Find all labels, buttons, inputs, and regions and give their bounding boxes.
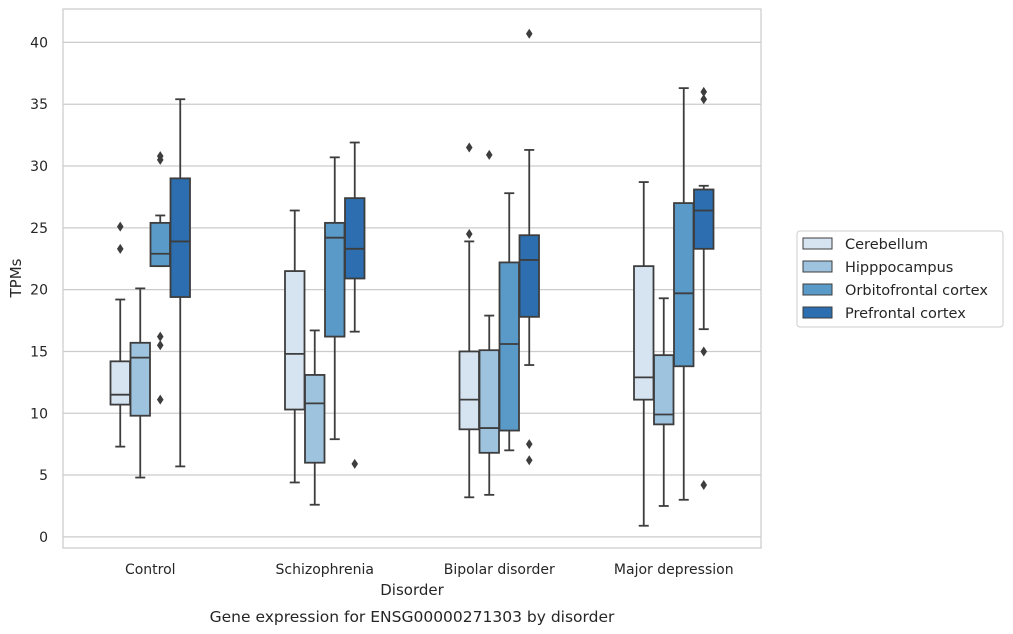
box-iqr	[324, 221, 346, 338]
box-group	[304, 329, 326, 506]
legend-entry-label: Prefrontal cortex	[845, 306, 966, 322]
y-tick-label: 35	[30, 97, 48, 113]
box-group	[149, 151, 171, 405]
outlier-point	[700, 346, 708, 357]
legend-swatch	[802, 260, 833, 273]
boxes-layer	[109, 28, 715, 527]
legend-frame	[796, 230, 1004, 328]
outlier-point	[156, 331, 164, 342]
x-tick-label: Bipolar disorder	[444, 562, 555, 578]
outlier-point	[116, 221, 124, 232]
x-tick-label: Control	[125, 562, 176, 578]
outlier-point	[351, 458, 359, 469]
outlier-point	[156, 340, 164, 351]
outlier-point	[700, 479, 708, 490]
legend-entry-label: Orbitofrontal cortex	[845, 283, 988, 299]
y-tick-label: 0	[39, 530, 48, 546]
legend-entry-label: Hipppocampus	[845, 260, 953, 276]
box-group	[478, 149, 500, 496]
box-iqr	[109, 360, 131, 406]
outlier-point	[525, 439, 533, 450]
y-axis-ticks: 0 5 10 15 20 25 30 35 40	[30, 35, 48, 545]
box-iqr	[284, 270, 306, 411]
box-iqr	[344, 197, 366, 280]
x-tick-label: Schizophrenia	[276, 562, 374, 578]
outlier-point	[700, 86, 708, 97]
box-iqr	[149, 221, 171, 268]
outlier-point	[700, 94, 708, 105]
outlier-point	[156, 151, 164, 162]
box-group	[284, 209, 306, 484]
legend-entry-label: Cerebellum	[845, 237, 928, 253]
box-iqr	[169, 177, 191, 298]
legend-swatch	[802, 283, 833, 296]
legend-swatch	[802, 306, 833, 319]
outlier-point	[525, 28, 533, 39]
outlier-point	[156, 394, 164, 405]
box-iqr	[304, 374, 326, 464]
y-tick-label: 40	[30, 35, 48, 51]
box-iqr	[498, 261, 520, 432]
box-iqr	[673, 202, 695, 368]
x-tick-label: Major depression	[614, 562, 734, 578]
y-tick-label: 30	[30, 159, 48, 175]
outlier-point	[465, 228, 473, 239]
outlier-point	[116, 243, 124, 254]
box-iqr	[458, 350, 480, 431]
outlier-point	[465, 142, 473, 153]
x-axis-ticks: Control Schizophrenia Bipolar disorder Majo…	[125, 562, 734, 578]
box-group	[498, 192, 520, 452]
box-group	[633, 181, 655, 527]
box-group	[109, 221, 131, 448]
chart-caption: Gene expression for ENSG00000271303 by d…	[210, 608, 615, 626]
box-group	[169, 98, 191, 468]
box-group	[653, 297, 675, 507]
plot-area-frame	[62, 8, 762, 549]
box-iqr	[518, 234, 540, 318]
y-tick-label: 5	[39, 468, 48, 484]
box-group	[673, 87, 695, 501]
outlier-point	[525, 455, 533, 466]
y-gridlines	[63, 41, 761, 538]
y-tick-label: 20	[30, 283, 48, 299]
x-axis-label: Disorder	[380, 581, 444, 599]
y-axis-label: TPMs	[7, 258, 25, 298]
box-group	[344, 141, 366, 469]
y-tick-label: 10	[30, 406, 48, 422]
box-group	[458, 142, 480, 499]
box-iqr	[653, 354, 675, 426]
box-iqr	[478, 349, 500, 454]
outlier-point	[485, 149, 493, 160]
legend-swatch	[802, 237, 833, 250]
box-iqr	[129, 341, 151, 417]
box-iqr	[633, 265, 655, 401]
y-tick-label: 15	[30, 344, 48, 360]
y-tick-label: 25	[30, 221, 48, 237]
legend: Cerebellum Hipppocampus Orbitofrontal cort…	[796, 230, 1004, 328]
box-group	[518, 28, 540, 466]
box-group	[324, 156, 346, 441]
box-group	[693, 86, 715, 490]
box-iqr	[693, 188, 715, 250]
box-group	[129, 287, 151, 479]
